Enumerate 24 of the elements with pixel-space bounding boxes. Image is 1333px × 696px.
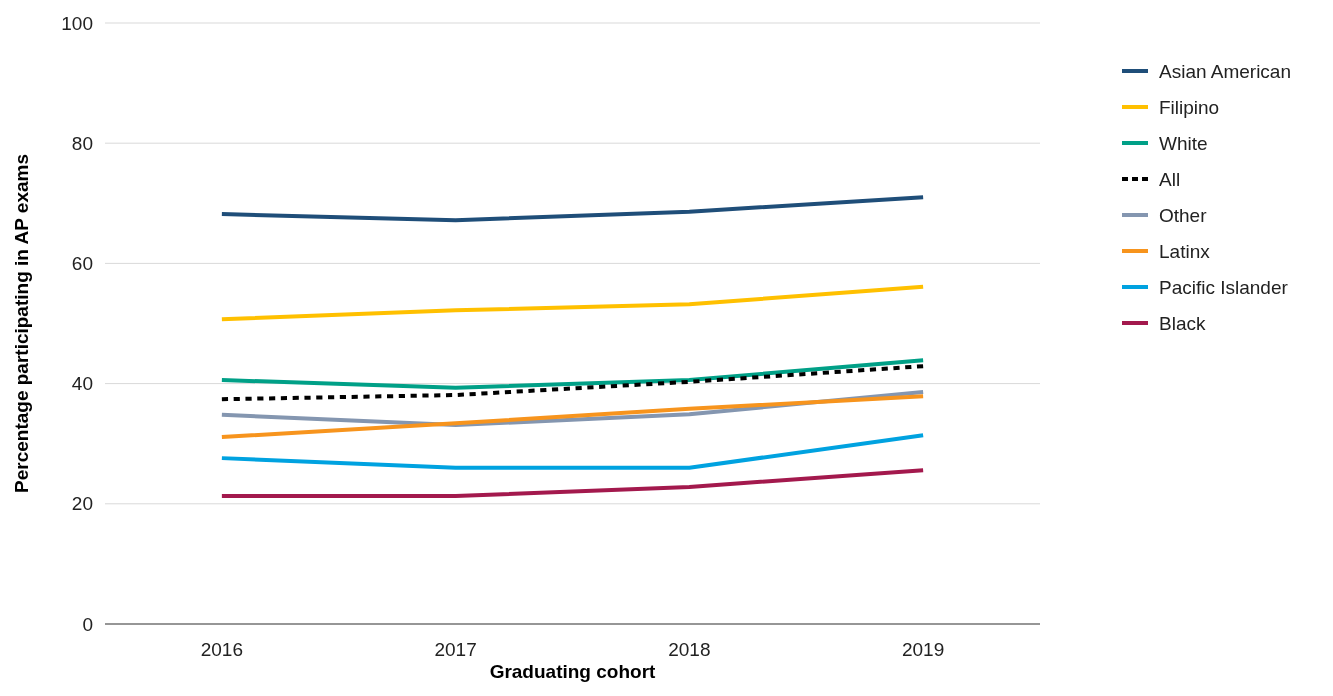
legend-label: Other [1159,204,1208,226]
legend-label: Latinx [1159,240,1211,262]
line-series [219,195,926,223]
y-tick-label: 80 [71,132,93,154]
y-tick-label: 0 [82,613,93,635]
line-series [219,284,926,322]
y-axis-title: Percentage participating in AP exams [11,154,32,493]
line-series [219,364,926,402]
legend-label: Black [1159,312,1206,334]
x-tick-label: 2019 [901,639,945,660]
legend-label: All [1159,168,1181,190]
legend-label: Filipino [1159,96,1220,118]
line-series [219,394,926,440]
y-tick-label: 100 [61,12,93,34]
x-axis-title: Graduating cohort [489,661,657,682]
legend-label: White [1159,132,1208,154]
legend-label: Pacific Islander [1159,276,1289,298]
legend-label: Asian American [1159,60,1292,82]
y-tick-label: 60 [71,253,93,275]
y-tick-label: 20 [71,493,93,515]
x-tick-label: 2017 [434,639,477,660]
x-tick-label: 2018 [668,639,711,660]
y-tick-label: 40 [71,373,93,395]
x-tick-label: 2016 [200,639,244,660]
